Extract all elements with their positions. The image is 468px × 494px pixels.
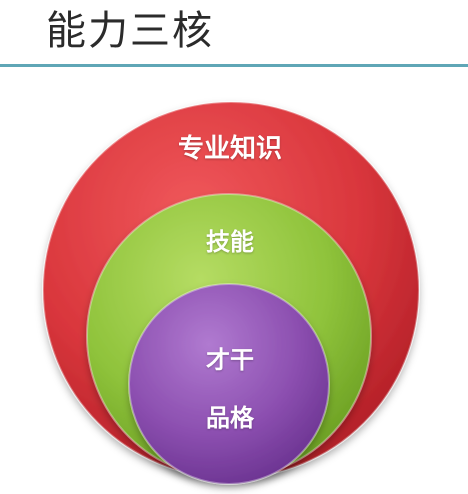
page-title: 能力三核 (46, 8, 214, 54)
inner-circle (128, 283, 330, 485)
inner-circle-label-bottom: 品格 (206, 404, 254, 432)
inner-circle-label-top: 才干 (206, 346, 254, 374)
middle-circle-label: 技能 (206, 228, 254, 256)
outer-circle-label: 专业知识 (177, 134, 283, 164)
title-underline (0, 64, 468, 67)
